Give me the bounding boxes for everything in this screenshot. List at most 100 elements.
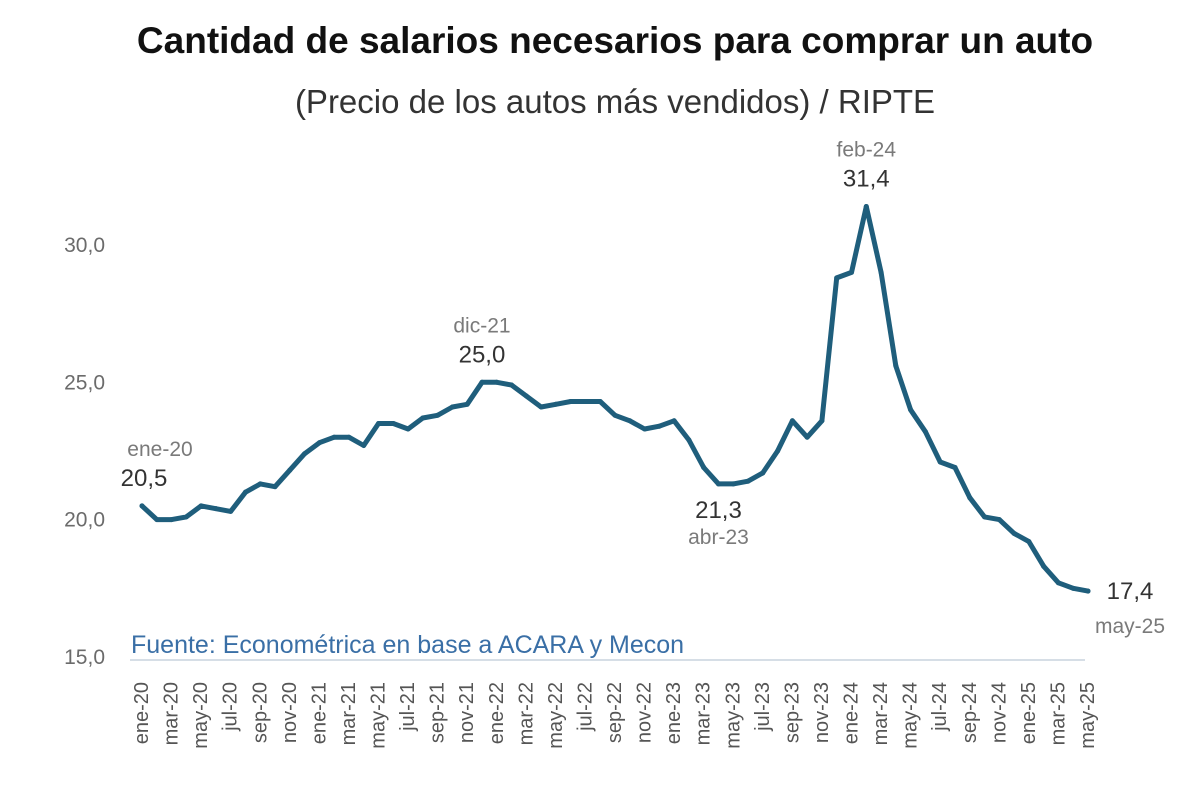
data-point — [789, 418, 795, 424]
y-tick-label: 30,0 — [64, 234, 105, 257]
chart-title: Cantidad de salarios necesarios para com… — [136, 20, 1094, 61]
x-tick-label: mar-25 — [1047, 682, 1069, 745]
data-point — [1070, 585, 1076, 591]
annotation-value: 25,0 — [459, 341, 506, 368]
data-point — [154, 517, 160, 523]
x-tick-label: sep-23 — [781, 682, 803, 743]
x-tick-label: mar-23 — [693, 682, 715, 745]
x-tick-label: mar-21 — [338, 682, 360, 745]
annotation-date: may-25 — [1095, 615, 1165, 638]
x-tick-label: nov-20 — [279, 682, 301, 743]
data-point — [612, 412, 618, 418]
data-point — [361, 442, 367, 448]
annotation-date: feb-24 — [837, 138, 897, 161]
source-note: Fuente: Econométrica en base a ACARA y M… — [131, 631, 684, 659]
x-tick-label: sep-24 — [959, 682, 981, 743]
data-point — [849, 269, 854, 275]
data-point — [671, 418, 677, 424]
data-point — [686, 437, 692, 443]
x-tick-label: ene-22 — [486, 682, 508, 744]
data-point — [316, 440, 322, 446]
annotation-date: abr-23 — [688, 526, 749, 549]
data-point — [878, 269, 884, 275]
x-tick-label: jul-20 — [220, 682, 242, 732]
data-point — [745, 478, 751, 484]
x-tick-label: jul-22 — [574, 682, 596, 732]
x-tick-label: jul-24 — [929, 682, 951, 732]
data-point — [1041, 563, 1047, 569]
data-point — [435, 412, 441, 418]
data-point — [656, 423, 662, 429]
series-line — [139, 204, 1091, 594]
annotation-value: 31,4 — [843, 165, 890, 192]
data-point — [804, 434, 810, 440]
x-tick-label: mar-20 — [161, 682, 183, 745]
data-point — [730, 481, 736, 487]
x-tick-label: may-22 — [545, 682, 567, 749]
data-point — [627, 418, 633, 424]
x-tick-label: sep-22 — [604, 682, 626, 743]
data-point — [1085, 588, 1091, 594]
annotation-value: 17,4 — [1107, 578, 1154, 605]
data-point — [553, 401, 559, 407]
data-point — [937, 459, 943, 465]
data-point — [1011, 530, 1017, 536]
x-tick-label: ene-21 — [308, 682, 330, 744]
data-point — [139, 503, 145, 509]
x-tick-label: jul-21 — [397, 682, 419, 732]
x-tick-label: nov-23 — [811, 682, 833, 743]
y-tick-label: 15,0 — [64, 646, 105, 669]
y-axis: 15,0 20,0 25,0 30,0 — [64, 234, 105, 669]
data-point — [198, 503, 204, 509]
data-point — [183, 514, 189, 520]
x-tick-label: ene-25 — [1018, 682, 1040, 744]
data-point — [464, 401, 470, 407]
annotation-date: dic-21 — [453, 314, 510, 337]
data-point — [893, 363, 899, 369]
data-point — [509, 382, 515, 388]
y-tick-label: 25,0 — [64, 371, 105, 394]
data-point — [1055, 580, 1061, 586]
x-tick-label: sep-21 — [427, 682, 449, 743]
data-point — [287, 467, 293, 473]
data-point — [479, 379, 485, 385]
data-point — [449, 404, 455, 410]
data-point — [642, 426, 648, 432]
data-point — [376, 421, 381, 426]
annotation-date: ene-20 — [127, 438, 192, 461]
x-tick-label: nov-22 — [634, 682, 656, 743]
data-point — [715, 481, 721, 487]
data-point — [257, 481, 263, 487]
y-tick-label: 20,0 — [64, 509, 105, 532]
data-point — [242, 489, 248, 495]
x-tick-label: nov-21 — [456, 682, 478, 743]
data-point — [169, 517, 175, 523]
x-tick-label: ene-23 — [663, 682, 685, 744]
data-point — [390, 421, 396, 426]
chart-subtitle: (Precio de los autos más vendidos) / RIP… — [294, 83, 936, 120]
data-point — [302, 451, 308, 457]
annotation-value: 21,3 — [695, 497, 742, 524]
data-point — [523, 393, 529, 399]
data-point — [494, 379, 500, 385]
data-point — [775, 448, 781, 454]
annotation-value: 20,5 — [121, 465, 168, 492]
data-point — [597, 399, 603, 405]
x-tick-label: may-25 — [1077, 682, 1099, 749]
data-point — [228, 508, 234, 514]
x-tick-label: jul-23 — [752, 682, 774, 732]
data-point — [760, 470, 766, 476]
data-point — [922, 429, 928, 435]
data-point — [952, 464, 958, 470]
data-point — [701, 464, 707, 470]
data-point — [908, 407, 914, 413]
data-point — [405, 426, 411, 432]
data-point — [819, 418, 825, 424]
data-point — [1026, 539, 1032, 545]
series-group — [139, 203, 1091, 594]
data-point — [863, 203, 869, 209]
x-axis: ene-20 mar-20 may-20 jul-20 sep-20 nov-20 ene-… — [131, 682, 1099, 749]
data-point — [538, 404, 544, 410]
